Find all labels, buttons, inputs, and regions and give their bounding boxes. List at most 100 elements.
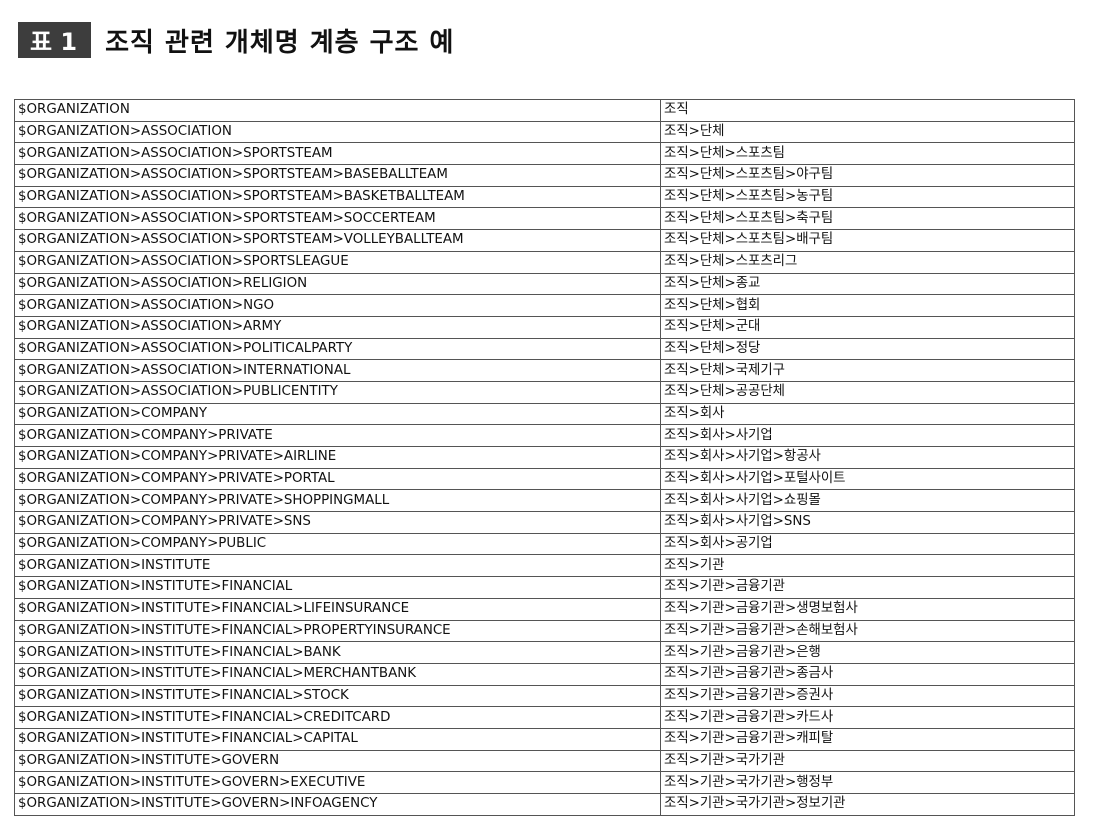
table-row: $ORGANIZATION>ASSOCIATION>PUBLICENTITY 조직… — [14, 380, 1075, 404]
hierarchy-table: $ORGANIZATION 조직 $ORGANIZATION>ASSOCIATION… — [14, 99, 1075, 816]
entity-korean-cell: 조직>기관>금융기관>생명보험사 — [660, 597, 1075, 621]
table-row: $ORGANIZATION>ASSOCIATION>POLITICALPARTY… — [14, 337, 1075, 361]
table-row: $ORGANIZATION>COMPANY>PRIVATE>AIRLINE 조직>… — [14, 446, 1075, 469]
table-row: $ORGANIZATION>INSTITUTE>FINANCIAL>BANK 조직… — [14, 641, 1075, 664]
entity-code-cell: $ORGANIZATION>ASSOCIATION>SPORTSLEAGUE — [14, 250, 661, 274]
entity-korean-cell: 조직>단체>스포츠팀 — [660, 142, 1075, 166]
entity-korean-cell: 조직>회사>공기업 — [660, 532, 1075, 556]
entity-code-cell: $ORGANIZATION>INSTITUTE>GOVERN — [14, 749, 661, 773]
entity-korean-cell: 조직>회사>사기업>항공사 — [660, 446, 1075, 469]
entity-korean-cell: 조직>단체>국제기구 — [660, 359, 1075, 382]
hierarchy-table-container: $ORGANIZATION 조직 $ORGANIZATION>ASSOCIATION… — [14, 99, 1075, 816]
entity-korean-cell: 조직>단체 — [660, 120, 1075, 144]
table-row: $ORGANIZATION>ASSOCIATION 조직>단체 — [14, 120, 1075, 144]
entity-korean-cell: 조직>단체>협회 — [660, 294, 1075, 317]
entity-code-cell: $ORGANIZATION>ASSOCIATION>RELIGION — [14, 272, 661, 296]
entity-code-cell: $ORGANIZATION>ASSOCIATION>PUBLICENTITY — [14, 380, 661, 404]
table-row: $ORGANIZATION>INSTITUTE>FINANCIAL>STOCK 조… — [14, 684, 1075, 708]
entity-code-cell: $ORGANIZATION>INSTITUTE>FINANCIAL>STOCK — [14, 684, 661, 708]
entity-korean-cell: 조직>기관>금융기관>종금사 — [660, 662, 1075, 686]
entity-korean-cell: 조직>기관>금융기관>은행 — [660, 641, 1075, 664]
entity-korean-cell: 조직>기관>금융기관>손해보험사 — [660, 619, 1075, 643]
table-row: $ORGANIZATION>ASSOCIATION>SPORTSTEAM>SOC… — [14, 207, 1075, 231]
entity-korean-cell: 조직>단체>정당 — [660, 337, 1075, 361]
entity-korean-cell: 조직>회사 — [660, 402, 1075, 426]
entity-korean-cell: 조직>단체>스포츠팀>배구팀 — [660, 229, 1075, 252]
entity-korean-cell: 조직>회사>사기업>SNS — [660, 511, 1075, 534]
entity-korean-cell: 조직>기관>국가기관>행정부 — [660, 771, 1075, 794]
entity-code-cell: $ORGANIZATION>INSTITUTE — [14, 554, 661, 578]
table-row: $ORGANIZATION>COMPANY>PRIVATE>SHOPPINGMA… — [14, 489, 1075, 513]
table-row: $ORGANIZATION>ASSOCIATION>SPORTSLEAGUE 조직… — [14, 250, 1075, 274]
table-row: $ORGANIZATION>INSTITUTE>FINANCIAL>MERCHA… — [14, 662, 1075, 686]
entity-code-cell: $ORGANIZATION>ASSOCIATION>SPORTSTEAM>BAS… — [14, 164, 661, 187]
entity-korean-cell: 조직>기관>금융기관 — [660, 576, 1075, 599]
entity-korean-cell: 조직>단체>종교 — [660, 272, 1075, 296]
entity-code-cell: $ORGANIZATION>COMPANY>PRIVATE>AIRLINE — [14, 446, 661, 469]
table-row: $ORGANIZATION>COMPANY>PRIVATE>PORTAL 조직>회… — [14, 467, 1075, 491]
table-row: $ORGANIZATION>INSTITUTE>FINANCIAL>CREDIT… — [14, 706, 1075, 729]
table-row: $ORGANIZATION>INSTITUTE 조직>기관 — [14, 554, 1075, 578]
entity-code-cell: $ORGANIZATION>COMPANY>PRIVATE>SHOPPINGMA… — [14, 489, 661, 513]
entity-korean-cell: 조직>회사>사기업 — [660, 424, 1075, 447]
entity-code-cell: $ORGANIZATION>ASSOCIATION>NGO — [14, 294, 661, 317]
entity-korean-cell: 조직>기관 — [660, 554, 1075, 578]
entity-code-cell: $ORGANIZATION>ASSOCIATION>SPORTSTEAM>VOL… — [14, 229, 661, 252]
table-row: $ORGANIZATION>ASSOCIATION>RELIGION 조직>단체>… — [14, 272, 1075, 296]
table-row: $ORGANIZATION>ASSOCIATION>NGO 조직>단체>협회 — [14, 294, 1075, 317]
entity-korean-cell: 조직>기관>금융기관>증권사 — [660, 684, 1075, 708]
table-row: $ORGANIZATION>ASSOCIATION>SPORTSTEAM>BAS… — [14, 185, 1075, 209]
entity-code-cell: $ORGANIZATION>INSTITUTE>FINANCIAL>MERCHA… — [14, 662, 661, 686]
entity-code-cell: $ORGANIZATION>INSTITUTE>FINANCIAL — [14, 576, 661, 599]
entity-code-cell: $ORGANIZATION>INSTITUTE>GOVERN>EXECUTIVE — [14, 771, 661, 794]
entity-code-cell: $ORGANIZATION>ASSOCIATION — [14, 120, 661, 144]
table-row: $ORGANIZATION>ASSOCIATION>INTERNATIONAL 조… — [14, 359, 1075, 382]
table-number-badge: 표 1 — [18, 22, 92, 58]
table-row: $ORGANIZATION>INSTITUTE>FINANCIAL>PROPER… — [14, 619, 1075, 643]
entity-code-cell: $ORGANIZATION>COMPANY>PRIVATE>PORTAL — [14, 467, 661, 491]
entity-code-cell: $ORGANIZATION>ASSOCIATION>SPORTSTEAM — [14, 142, 661, 166]
entity-korean-cell: 조직>회사>사기업>포털사이트 — [660, 467, 1075, 491]
entity-korean-cell: 조직>회사>사기업>쇼핑몰 — [660, 489, 1075, 513]
entity-code-cell: $ORGANIZATION>ASSOCIATION>INTERNATIONAL — [14, 359, 661, 382]
entity-korean-cell: 조직>기관>금융기관>캐피탈 — [660, 727, 1075, 751]
entity-code-cell: $ORGANIZATION>INSTITUTE>FINANCIAL>CREDIT… — [14, 706, 661, 729]
entity-code-cell: $ORGANIZATION>COMPANY — [14, 402, 661, 426]
entity-code-cell: $ORGANIZATION>INSTITUTE>FINANCIAL>BANK — [14, 641, 661, 664]
entity-code-cell: $ORGANIZATION>COMPANY>PUBLIC — [14, 532, 661, 556]
entity-korean-cell: 조직>단체>스포츠팀>농구팀 — [660, 185, 1075, 209]
entity-korean-cell: 조직>단체>스포츠팀>축구팀 — [660, 207, 1075, 231]
entity-korean-cell: 조직>기관>국가기관 — [660, 749, 1075, 773]
entity-code-cell: $ORGANIZATION — [14, 99, 661, 122]
table-row: $ORGANIZATION>INSTITUTE>FINANCIAL 조직>기관>금… — [14, 576, 1075, 599]
entity-korean-cell: 조직>단체>군대 — [660, 315, 1075, 339]
entity-korean-cell: 조직>단체>공공단체 — [660, 380, 1075, 404]
hierarchy-table-body: $ORGANIZATION 조직 $ORGANIZATION>ASSOCIATION… — [14, 99, 1075, 816]
entity-code-cell: $ORGANIZATION>ASSOCIATION>POLITICALPARTY — [14, 337, 661, 361]
table-row: $ORGANIZATION 조직 — [14, 99, 1075, 122]
entity-korean-cell: 조직>단체>스포츠리그 — [660, 250, 1075, 274]
entity-code-cell: $ORGANIZATION>INSTITUTE>FINANCIAL>PROPER… — [14, 619, 661, 643]
entity-korean-cell: 조직 — [660, 99, 1075, 122]
entity-code-cell: $ORGANIZATION>INSTITUTE>FINANCIAL>CAPITA… — [14, 727, 661, 751]
table-row: $ORGANIZATION>COMPANY>PRIVATE 조직>회사>사기업 — [14, 424, 1075, 447]
table-caption: 표 1 조직 관련 개체명 계층 구조 예 — [18, 20, 454, 60]
table-row: $ORGANIZATION>ASSOCIATION>SPORTSTEAM>VOL… — [14, 229, 1075, 252]
entity-code-cell: $ORGANIZATION>ASSOCIATION>SPORTSTEAM>SOC… — [14, 207, 661, 231]
entity-korean-cell: 조직>단체>스포츠팀>야구팀 — [660, 164, 1075, 187]
entity-korean-cell: 조직>기관>금융기관>카드사 — [660, 706, 1075, 729]
table-row: $ORGANIZATION>INSTITUTE>GOVERN>INFOAGENC… — [14, 793, 1075, 816]
table-row: $ORGANIZATION>INSTITUTE>GOVERN 조직>기관>국가기관 — [14, 749, 1075, 773]
entity-code-cell: $ORGANIZATION>ASSOCIATION>ARMY — [14, 315, 661, 339]
table-row: $ORGANIZATION>INSTITUTE>GOVERN>EXECUTIVE… — [14, 771, 1075, 794]
entity-code-cell: $ORGANIZATION>COMPANY>PRIVATE — [14, 424, 661, 447]
entity-korean-cell: 조직>기관>국가기관>정보기관 — [660, 793, 1075, 816]
table-row: $ORGANIZATION>INSTITUTE>FINANCIAL>LIFEIN… — [14, 597, 1075, 621]
entity-code-cell: $ORGANIZATION>INSTITUTE>FINANCIAL>LIFEIN… — [14, 597, 661, 621]
table-row: $ORGANIZATION>COMPANY>PUBLIC 조직>회사>공기업 — [14, 532, 1075, 556]
entity-code-cell: $ORGANIZATION>ASSOCIATION>SPORTSTEAM>BAS… — [14, 185, 661, 209]
table-row: $ORGANIZATION>ASSOCIATION>SPORTSTEAM 조직>단… — [14, 142, 1075, 166]
table-row: $ORGANIZATION>INSTITUTE>FINANCIAL>CAPITA… — [14, 727, 1075, 751]
entity-code-cell: $ORGANIZATION>INSTITUTE>GOVERN>INFOAGENC… — [14, 793, 661, 816]
entity-code-cell: $ORGANIZATION>COMPANY>PRIVATE>SNS — [14, 511, 661, 534]
